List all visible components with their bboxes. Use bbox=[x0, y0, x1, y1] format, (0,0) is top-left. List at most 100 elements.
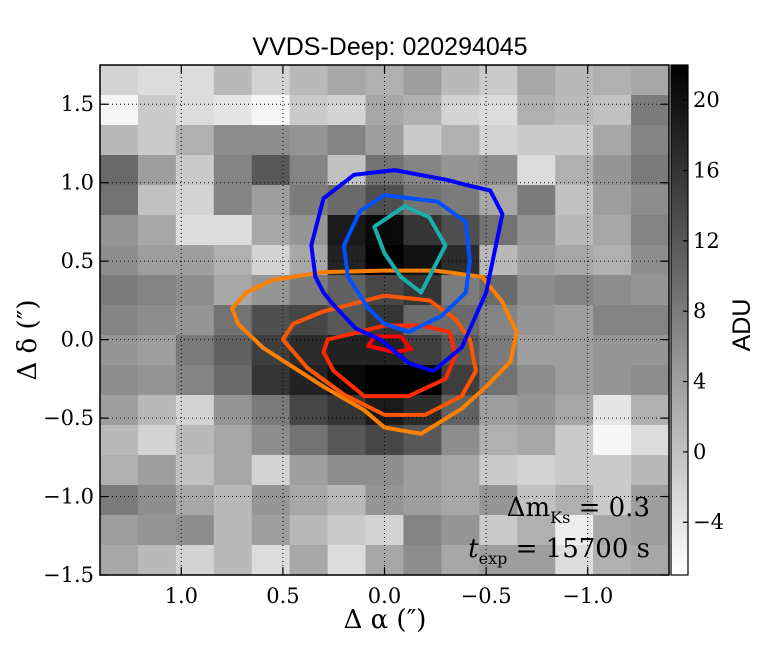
heatmap-pixel bbox=[403, 155, 443, 186]
y-tick-label: −1.5 bbox=[43, 563, 94, 587]
heatmap-pixel bbox=[289, 95, 329, 126]
heatmap-pixel bbox=[251, 245, 291, 276]
colorbar: 20 16 12 8 4 0 −4 bbox=[670, 64, 724, 576]
heatmap-pixel bbox=[517, 425, 556, 456]
heatmap-pixel bbox=[100, 95, 139, 126]
heatmap-pixel bbox=[213, 125, 253, 156]
heatmap-pixel bbox=[403, 65, 443, 96]
heatmap-pixel bbox=[137, 185, 177, 216]
annot-texp-t: t bbox=[468, 534, 479, 564]
heatmap-pixel bbox=[479, 95, 518, 126]
heatmap-pixel bbox=[251, 185, 291, 216]
heatmap-pixel bbox=[213, 335, 253, 366]
heatmap-pixel bbox=[175, 425, 215, 456]
heatmap-pixel bbox=[289, 155, 329, 186]
heatmap-pixel bbox=[289, 425, 329, 456]
heatmap-pixel bbox=[403, 455, 443, 486]
heatmap-pixel bbox=[175, 275, 215, 306]
heatmap-pixel bbox=[251, 365, 291, 396]
heatmap-pixel bbox=[593, 125, 632, 156]
contour-mid-orange bbox=[280, 293, 478, 417]
colorbar-tick-label: 8 bbox=[693, 299, 706, 323]
heatmap-pixel bbox=[289, 455, 329, 486]
heatmap-pixel bbox=[327, 455, 367, 486]
heatmap-pixel bbox=[517, 485, 556, 516]
heatmap-pixel bbox=[555, 155, 594, 186]
heatmap-pixel bbox=[631, 125, 670, 156]
heatmap-pixel bbox=[251, 395, 291, 426]
heatmap-pixel bbox=[251, 155, 291, 186]
heatmap-pixel bbox=[593, 95, 632, 126]
heatmap-pixel bbox=[251, 425, 291, 456]
heatmap-pixel bbox=[517, 455, 556, 486]
heatmap-pixel bbox=[175, 455, 215, 486]
annot-delta-m-sub: Ks bbox=[550, 508, 570, 527]
heatmap-pixel bbox=[175, 245, 215, 276]
y-tick-label: 1.5 bbox=[61, 92, 94, 116]
heatmap-pixel bbox=[403, 125, 443, 156]
heatmap-pixel bbox=[479, 155, 518, 186]
heatmap-pixel bbox=[365, 515, 405, 546]
x-tick-label: 1.0 bbox=[165, 584, 198, 608]
heatmap-pixel bbox=[100, 485, 139, 516]
heatmap-pixel bbox=[251, 455, 291, 486]
heatmap-pixel bbox=[517, 215, 556, 246]
heatmap-pixel bbox=[251, 485, 291, 516]
annot-texp-value: = 15700 s bbox=[507, 534, 650, 564]
heatmap-pixel bbox=[441, 125, 480, 156]
heatmap-pixel bbox=[137, 305, 177, 336]
contour-outer-orange bbox=[230, 268, 519, 436]
y-tick-label: 0.0 bbox=[61, 328, 94, 352]
heatmap-pixel bbox=[100, 425, 139, 456]
heatmap-pixel bbox=[137, 215, 177, 246]
heatmap-pixel bbox=[555, 185, 594, 216]
colorbar-tick-label: −4 bbox=[693, 510, 724, 534]
heatmap-pixel bbox=[213, 275, 253, 306]
chart-title: VVDS-Deep: 020294045 bbox=[252, 33, 527, 61]
heatmap-pixel bbox=[517, 545, 556, 576]
heatmap-pixel bbox=[251, 215, 291, 246]
heatmap-pixel bbox=[631, 425, 670, 456]
heatmap-pixel bbox=[100, 515, 139, 546]
heatmap-pixel bbox=[631, 185, 670, 216]
heatmap-pixel bbox=[631, 455, 670, 486]
heatmap-pixel bbox=[631, 275, 670, 306]
heatmap-pixel bbox=[403, 95, 443, 126]
heatmap-pixel bbox=[289, 125, 329, 156]
heatmap-pixel bbox=[137, 155, 177, 186]
contours bbox=[230, 168, 519, 436]
heatmap-pixel bbox=[213, 185, 253, 216]
heatmap-pixel bbox=[631, 545, 670, 576]
heatmap-pixel bbox=[593, 425, 632, 456]
heatmap-pixel bbox=[289, 65, 329, 96]
y-axis-label: Δ δ (″) bbox=[13, 300, 43, 381]
y-tick-label: 0.5 bbox=[61, 249, 94, 273]
x-tick-label: −0.5 bbox=[461, 584, 512, 608]
heatmap-pixel bbox=[555, 305, 594, 336]
heatmap-pixel bbox=[175, 65, 215, 96]
heatmap-pixel bbox=[100, 455, 139, 486]
annot-delta-m: Δm bbox=[507, 493, 550, 523]
colorbar-tick-label: 4 bbox=[693, 370, 706, 394]
heatmap-pixel bbox=[137, 545, 177, 576]
y-tick-label: −1.0 bbox=[43, 485, 94, 509]
heatmap-pixel bbox=[289, 545, 329, 576]
heatmap-pixel bbox=[593, 215, 632, 246]
heatmap-pixel bbox=[213, 545, 253, 576]
colorbar-tick-label: 20 bbox=[693, 88, 720, 112]
heatmap-pixel bbox=[631, 95, 670, 126]
heatmap-pixel bbox=[403, 485, 443, 516]
heatmap-pixel bbox=[441, 95, 480, 126]
heatmap-pixel bbox=[555, 95, 594, 126]
heatmap-pixel bbox=[403, 425, 443, 456]
heatmap-pixel bbox=[137, 485, 177, 516]
contour-outer-blue bbox=[309, 168, 505, 373]
heatmap-pixel bbox=[631, 515, 670, 546]
heatmap-pixel bbox=[327, 485, 367, 516]
heatmap-pixel bbox=[441, 545, 480, 576]
heatmap-pixel bbox=[251, 545, 291, 576]
heatmap-pixel bbox=[327, 125, 367, 156]
heatmap-pixel bbox=[175, 185, 215, 216]
heatmap-pixel bbox=[517, 365, 556, 396]
